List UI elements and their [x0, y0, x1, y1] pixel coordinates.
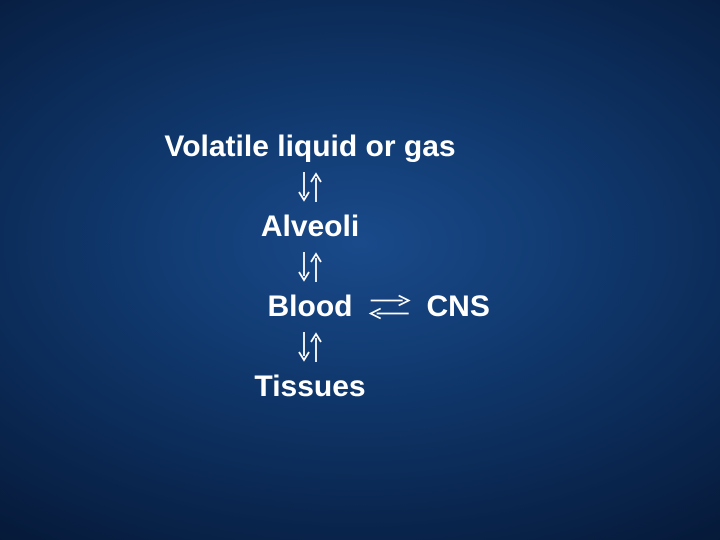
node-volatile: Volatile liquid or gas: [164, 130, 455, 164]
diagram-stage: Volatile liquid or gas Alveoli Bl: [0, 130, 720, 404]
node-alveoli: Alveoli: [261, 210, 359, 244]
arrow-up-icon: [310, 170, 322, 204]
arrow-up-icon: [310, 250, 322, 284]
bidirectional-arrow-2: [298, 250, 322, 284]
bidirectional-arrow-1: [298, 170, 322, 204]
bidirectional-arrow-horizontal: [366, 294, 412, 320]
node-blood: Blood: [268, 290, 353, 324]
bidirectional-arrow-3: [298, 330, 322, 364]
arrow-down-icon: [298, 330, 310, 364]
arrow-down-icon: [298, 250, 310, 284]
node-tissues: Tissues: [254, 370, 365, 404]
blood-cns-row: Blood CNS: [268, 290, 490, 324]
main-column: Volatile liquid or gas Alveoli Bl: [233, 130, 524, 404]
arrow-right-icon: [366, 294, 412, 307]
arrow-left-icon: [366, 307, 412, 320]
arrow-down-icon: [298, 170, 310, 204]
node-cns: CNS: [426, 290, 489, 324]
arrow-up-icon: [310, 330, 322, 364]
